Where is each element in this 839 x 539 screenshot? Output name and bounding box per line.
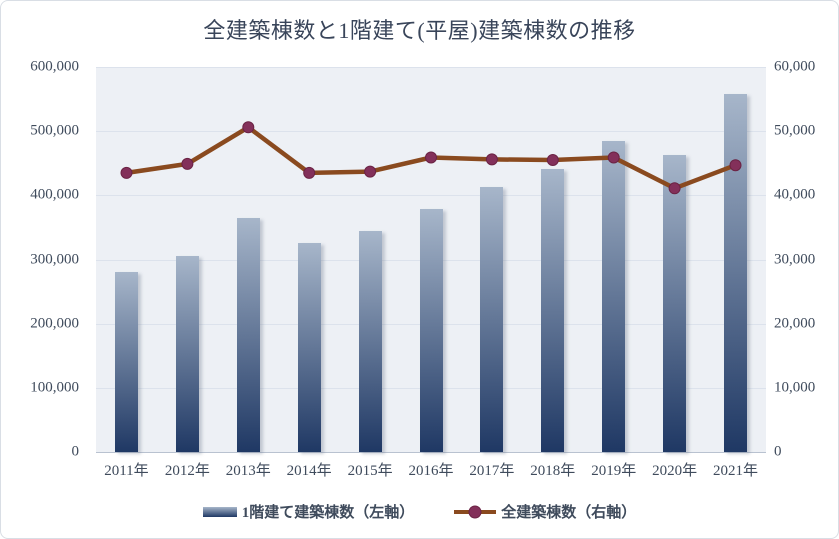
data-point-marker bbox=[120, 166, 133, 179]
x-axis-label: 2018年 bbox=[530, 463, 576, 479]
right-axis-tick: 50,000 bbox=[774, 122, 816, 139]
x-axis-label: 2021年 bbox=[713, 463, 759, 479]
x-axis-label: 2012年 bbox=[164, 463, 210, 479]
data-point-marker bbox=[546, 154, 559, 166]
chart-title: 全建築棟数と1階建て(平屋)建築棟数の推移 bbox=[203, 18, 636, 43]
left-axis-tick: 400,000 bbox=[30, 186, 79, 203]
x-axis-labels: 2011年 2012年 2013年 2014年 2015年 2016年 2017年 2018年… bbox=[96, 459, 766, 480]
right-axis-tick: 40,000 bbox=[774, 186, 816, 203]
legend-bars-label: 1階建て建築棟数（左軸） bbox=[241, 505, 415, 521]
data-point-marker bbox=[364, 165, 377, 178]
bar bbox=[602, 140, 626, 452]
left-axis-tick: 0 bbox=[71, 443, 80, 460]
right-axis-tick: 10,000 bbox=[774, 379, 816, 396]
data-point-marker bbox=[242, 121, 255, 134]
x-axis-label: 2020年 bbox=[652, 463, 698, 479]
bar bbox=[297, 242, 321, 452]
x-axis-label: 2011年 bbox=[104, 463, 149, 479]
bar bbox=[724, 93, 748, 452]
left-axis-tick: 500,000 bbox=[30, 122, 79, 139]
gridline bbox=[96, 67, 766, 68]
bar bbox=[114, 271, 138, 452]
plot-area bbox=[96, 67, 766, 453]
right-axis-tick: 60,000 bbox=[774, 58, 816, 75]
bar bbox=[175, 256, 199, 452]
line-marker-icon bbox=[468, 505, 482, 518]
right-axis-tick: 30,000 bbox=[774, 251, 816, 267]
right-axis-tick: 20,000 bbox=[774, 315, 816, 332]
left-axis-tick: 100,000 bbox=[30, 379, 79, 396]
left-axis-tick: 600,000 bbox=[30, 58, 79, 75]
gridline bbox=[96, 195, 766, 197]
x-axis-label: 2015年 bbox=[347, 463, 393, 479]
legend-item-bars: 1階建て建築棟数（左軸） bbox=[202, 501, 415, 522]
legend-item-line: 全建築棟数（右軸） bbox=[454, 501, 636, 522]
bar bbox=[419, 208, 443, 452]
bar bbox=[358, 231, 382, 452]
line-swatch-icon bbox=[454, 505, 497, 518]
gridline bbox=[96, 131, 766, 133]
data-point-marker bbox=[181, 157, 194, 170]
right-axis-ticks: 60,000 50,000 40,000 30,000 20,000 10,000 0 bbox=[774, 59, 838, 460]
data-point-marker bbox=[425, 151, 437, 164]
data-point-marker bbox=[485, 153, 498, 166]
line-series bbox=[120, 121, 742, 195]
legend-line-label: 全建築棟数（右軸） bbox=[501, 505, 637, 521]
data-point-marker bbox=[668, 182, 681, 195]
bar bbox=[541, 169, 565, 452]
x-axis-label: 2019年 bbox=[591, 463, 637, 479]
bar bbox=[236, 217, 260, 452]
right-axis-tick: 0 bbox=[774, 443, 782, 460]
legend: 1階建て建築棟数（左軸） 全建築棟数（右軸） bbox=[1, 501, 838, 522]
x-axis-label: 2013年 bbox=[225, 463, 271, 479]
data-point-marker bbox=[303, 166, 316, 179]
left-axis-tick: 200,000 bbox=[30, 315, 79, 332]
bar-swatch-icon bbox=[202, 506, 237, 517]
data-point-marker bbox=[729, 159, 742, 172]
x-axis-label: 2017年 bbox=[469, 463, 515, 479]
x-axis-label: 2016年 bbox=[408, 463, 454, 479]
data-point-marker bbox=[607, 151, 620, 164]
bar bbox=[480, 187, 504, 452]
bar bbox=[663, 154, 687, 452]
left-axis-tick: 300,000 bbox=[30, 251, 79, 267]
left-axis-ticks: 600,000 500,000 400,000 300,000 200,000 100,0… bbox=[1, 59, 85, 460]
x-axis-label: 2014年 bbox=[286, 463, 332, 479]
